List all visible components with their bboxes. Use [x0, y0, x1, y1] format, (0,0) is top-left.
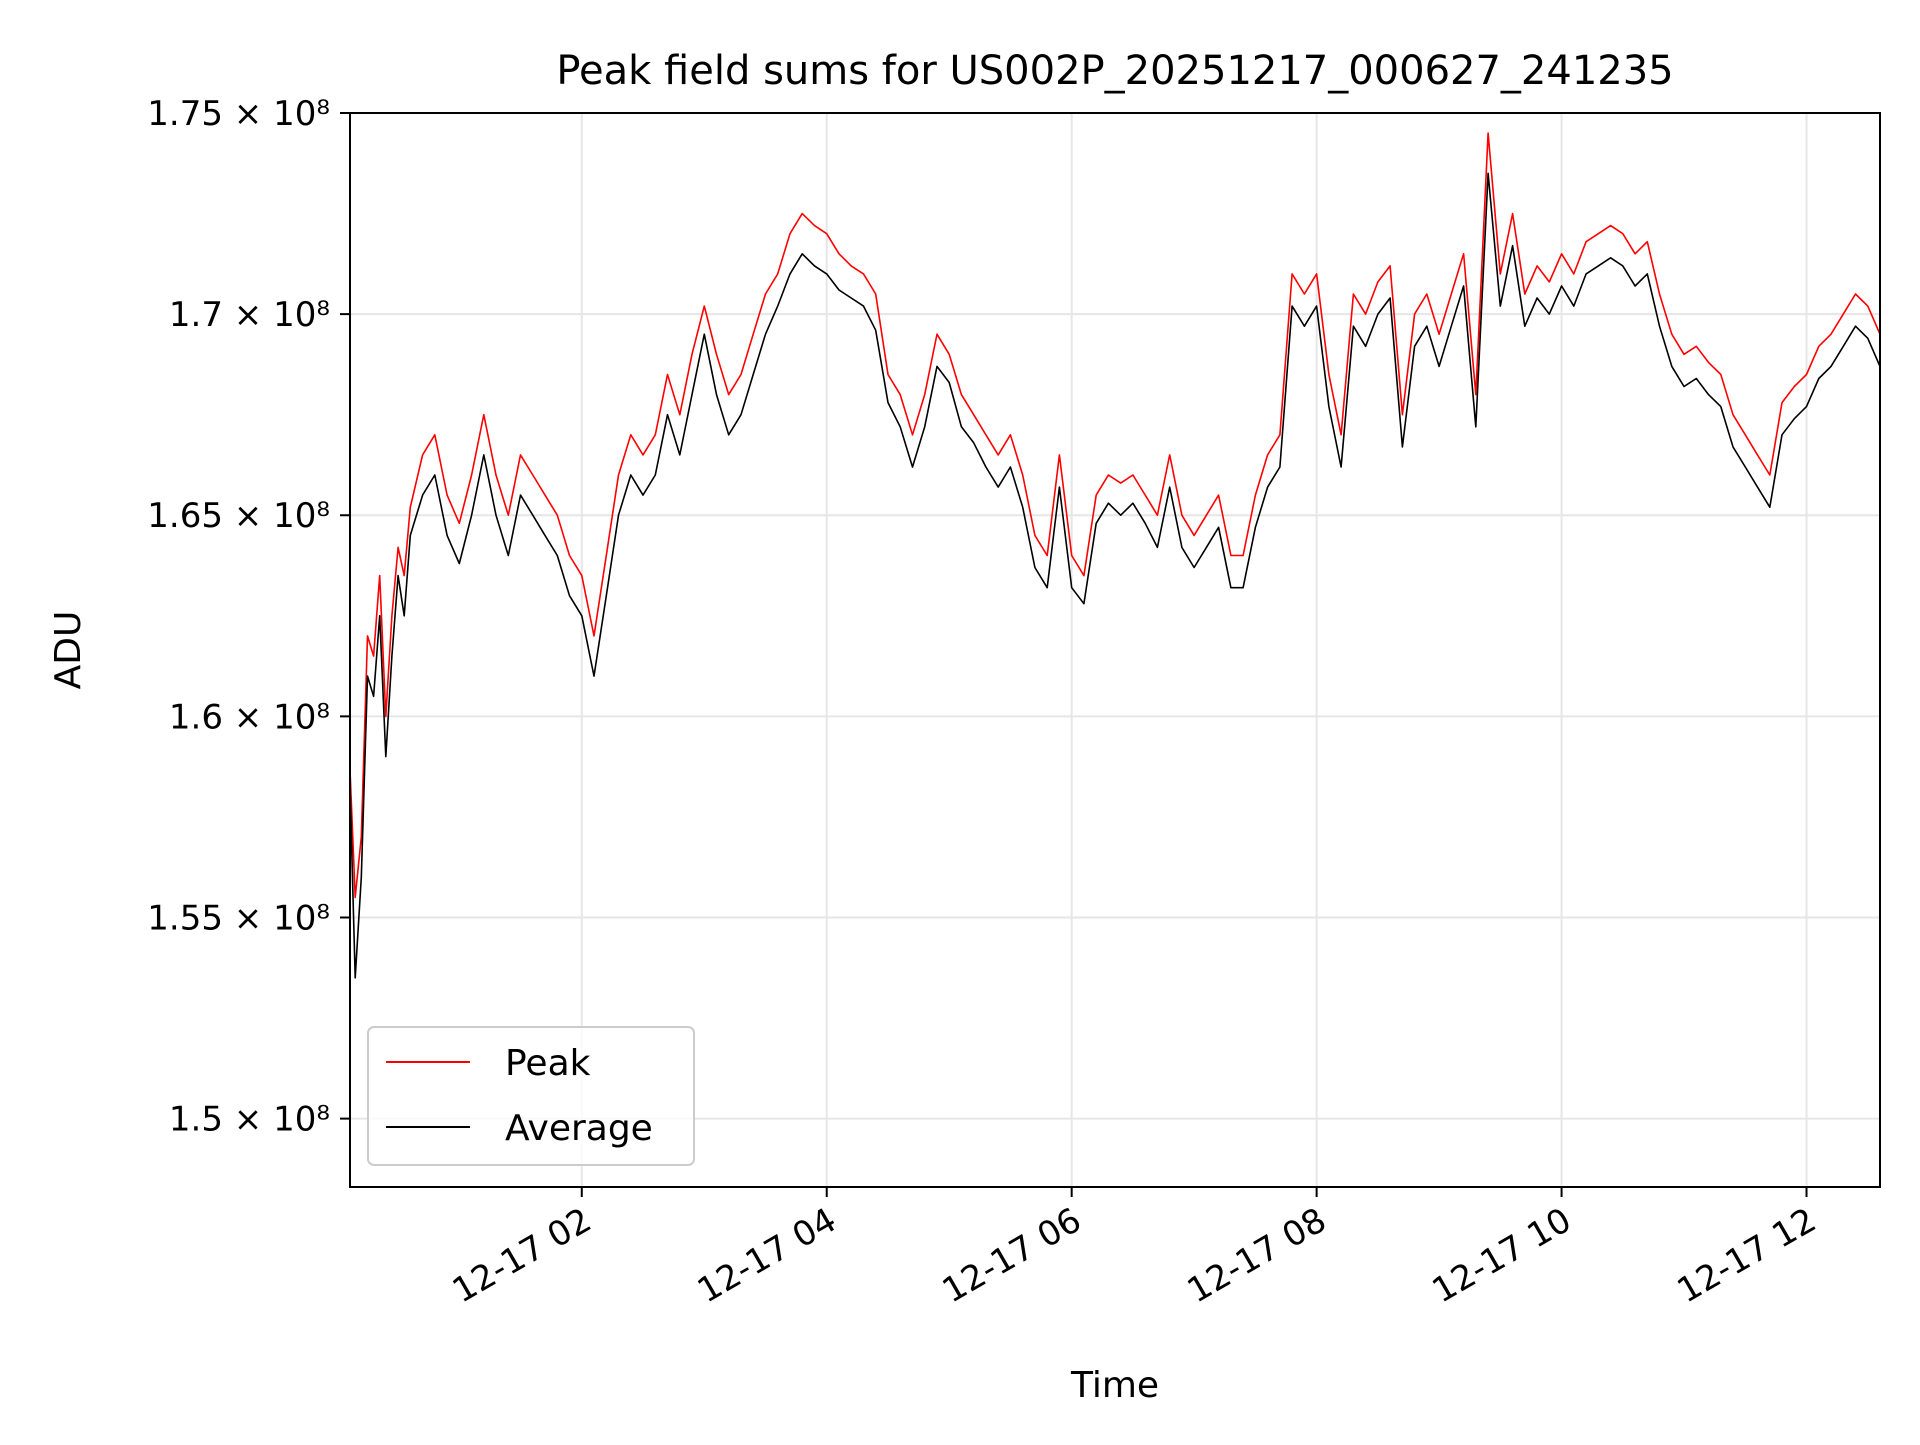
series-line-peak [349, 132, 1881, 899]
legend-label-average: Average [505, 1108, 653, 1149]
series-lines [349, 132, 1881, 979]
series-line-average [349, 172, 1881, 979]
grid-lines [350, 112, 1880, 1187]
y-tick-label: 1.55 × 10⁸ [147, 898, 330, 938]
y-tick-label: 1.75 × 10⁸ [147, 94, 330, 134]
y-tick-label: 1.7 × 10⁸ [169, 295, 330, 335]
y-tick-label: 1.6 × 10⁸ [169, 697, 330, 737]
chart-title: Peak field sums for US002P_20251217_0006… [556, 48, 1673, 94]
chart-legend: Peak Average [367, 1026, 695, 1166]
y-axis-label: ADU [48, 611, 89, 690]
x-axis-label: Time [1070, 1365, 1159, 1406]
plot-area-frame [349, 112, 1881, 1188]
y-tick-label: 1.5 × 10⁸ [169, 1100, 330, 1140]
y-axis: 1.5 × 10⁸ 1.55 × 10⁸ 1.6 × 10⁸ 1.65 × 10⁸ 1.… [147, 94, 350, 1140]
y-tick-label: 1.65 × 10⁸ [147, 496, 330, 536]
legend-label-peak: Peak [505, 1043, 591, 1084]
